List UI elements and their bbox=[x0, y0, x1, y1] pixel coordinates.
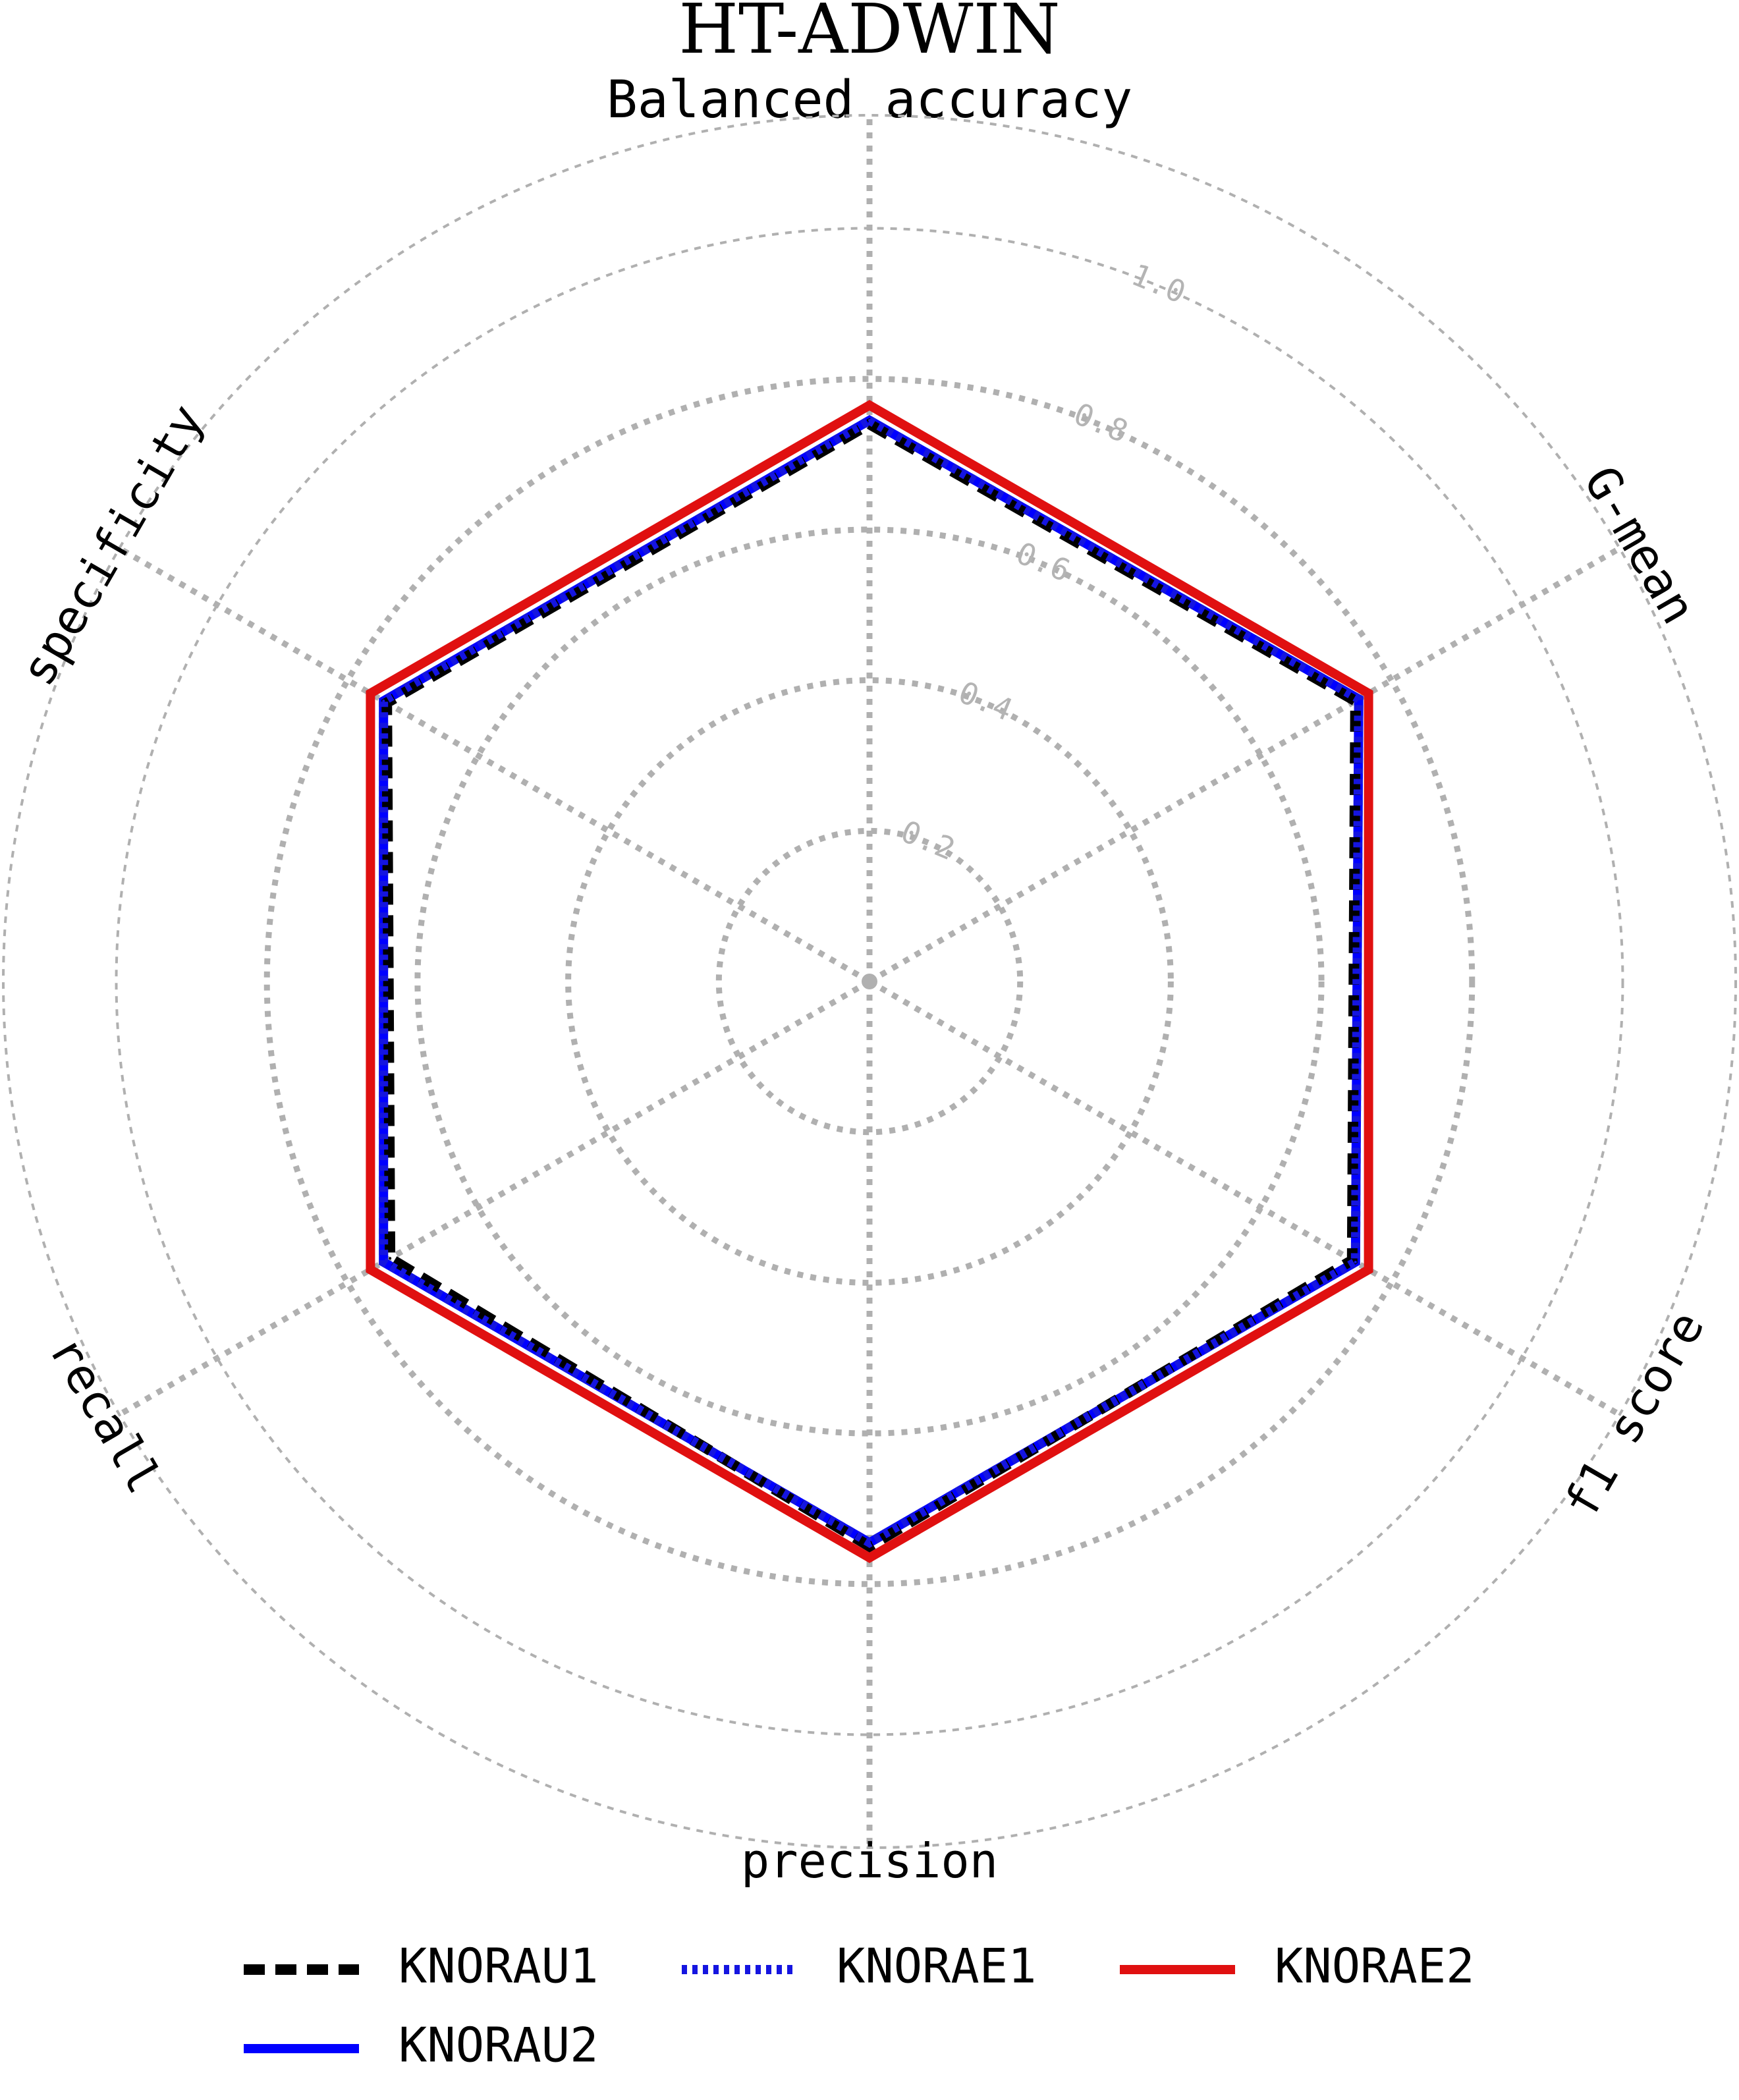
legend: KNORAU1 KNORAE1 KNORAE2 KNORAU2 bbox=[244, 1939, 1474, 2073]
axis-label-precision: precision bbox=[741, 1833, 998, 1889]
data-point-knorae2-specificity bbox=[369, 692, 372, 695]
data-point-knorae2-precision bbox=[868, 1556, 871, 1559]
data-point-knorae1-recall bbox=[382, 1260, 385, 1263]
data-point-knorae1-g-mean bbox=[1357, 698, 1360, 701]
grid-circle-0.4 bbox=[565, 677, 1174, 1286]
chart-title: HT-ADWIN bbox=[678, 0, 1060, 69]
legend-label-knorae1: KNORAE1 bbox=[837, 1939, 1036, 1994]
grid bbox=[2, 114, 1737, 1849]
grid-circle-0.8 bbox=[263, 375, 1476, 1588]
data-point-knorae2-recall bbox=[369, 1268, 372, 1271]
data-point-knorae2-g-mean bbox=[1367, 692, 1370, 695]
legend-label-knorae2: KNORAE2 bbox=[1275, 1939, 1474, 1994]
data-point-knorae1-precision bbox=[868, 1541, 871, 1544]
spoke-recall bbox=[117, 979, 871, 1418]
data-point-knorae1-f1-score bbox=[1354, 1260, 1357, 1263]
data-point-knorae2-balanced-accuracy bbox=[868, 404, 871, 407]
radial-tick-label: 0.8 bbox=[1069, 396, 1133, 450]
radial-tick-label: 0.6 bbox=[1011, 535, 1075, 589]
series bbox=[366, 400, 1373, 1563]
axis-label-recall: recall bbox=[38, 1327, 172, 1503]
spoke-specificity bbox=[117, 545, 871, 984]
data-point-knorae2-f1-score bbox=[1367, 1268, 1370, 1271]
radial-tick-label: 0.2 bbox=[896, 814, 960, 868]
grid-circle-0.6 bbox=[414, 526, 1325, 1437]
axis-label-g-mean: G-mean bbox=[1573, 457, 1707, 633]
data-point-knorae1-specificity bbox=[382, 700, 385, 703]
axis-label-f1-score: f1 score bbox=[1553, 1302, 1715, 1527]
radial-tick-label: 0.4 bbox=[954, 674, 1018, 728]
center-dot bbox=[862, 974, 877, 989]
spoke-g-mean bbox=[868, 545, 1622, 984]
grid-circle-0.2 bbox=[715, 827, 1024, 1136]
legend-label-knorau2: KNORAU2 bbox=[399, 2018, 598, 2073]
data-point-knorae1-balanced-accuracy bbox=[868, 419, 871, 422]
axis-label-specificity: specificity bbox=[10, 395, 215, 695]
data-point-knorau1-recall bbox=[389, 1257, 392, 1260]
legend-label-knorau1: KNORAU1 bbox=[399, 1939, 598, 1994]
spoke-f1-score bbox=[868, 979, 1622, 1418]
radial-tick-label: 1.0 bbox=[1126, 256, 1190, 310]
grid-outer-circle bbox=[2, 114, 1737, 1849]
